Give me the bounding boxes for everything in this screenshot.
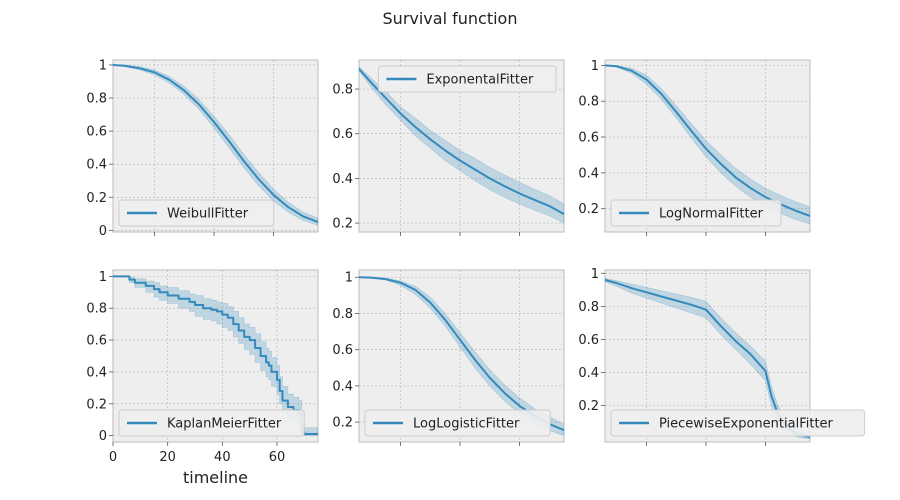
y-tick-label: 0.6 [578, 131, 599, 146]
legend-label: PiecewiseExponentialFitter [659, 417, 834, 432]
figure-title: Survival function [383, 9, 518, 28]
y-tick-label: 1 [99, 270, 107, 285]
legend-label: ExponentalFitter [426, 73, 534, 88]
y-tick-label: 1 [345, 271, 353, 286]
legend-box [610, 199, 782, 227]
survival-line [359, 68, 564, 215]
y-tick-label: 0.8 [86, 302, 107, 317]
x-tick-label: 20 [159, 450, 176, 465]
y-tick-label: 0.2 [578, 399, 599, 414]
y-tick-label: 0.2 [332, 217, 353, 232]
y-tick-label: 0.2 [332, 416, 353, 431]
y-tick-label: 0.8 [86, 92, 107, 107]
y-tick-label: 1 [99, 58, 107, 73]
y-tick-label: 0.4 [332, 172, 353, 187]
subplot-2: 0.2 0.4 0.6 0.8 ExponentalFitter [332, 59, 565, 236]
y-tick-label: 0.6 [578, 333, 599, 348]
y-tick-label: 0 [99, 224, 107, 239]
legend: LogNormalFitter [610, 199, 782, 227]
confidence-band [359, 66, 564, 224]
x-tick-label: 40 [214, 450, 231, 465]
y-tick-label: 0.2 [578, 202, 599, 217]
y-tick-label: 0.6 [86, 125, 107, 140]
y-tick-label: 0.4 [578, 166, 599, 181]
y-tick-label: 0.8 [578, 95, 599, 110]
legend-box [377, 65, 557, 93]
y-tick-label: 0.8 [332, 83, 353, 98]
legend-label: KaplanMeierFitter [167, 417, 282, 432]
confidence-band [113, 64, 318, 226]
legend-label: LogLogisticFitter [413, 417, 520, 432]
survival-line [113, 275, 318, 435]
y-tick-label: 0.8 [578, 300, 599, 315]
legend: ExponentalFitter [377, 65, 557, 93]
subplot-1: 0 0.2 0.4 0.6 0.8 1 WeibullFitter [86, 58, 319, 239]
subplot-5: 0.2 0.4 0.6 0.8 1 LogLogisticFitter [332, 269, 565, 446]
legend-box [364, 409, 551, 437]
series-layer [113, 64, 318, 226]
y-tick-label: 0.4 [86, 158, 107, 173]
y-tick-label: 0.4 [86, 365, 107, 380]
y-tick-label: 0.6 [332, 127, 353, 142]
survival-line [113, 64, 318, 224]
x-tick-label: 0 [109, 450, 117, 465]
legend-label: WeibullFitter [167, 207, 249, 222]
legend: WeibullFitter [118, 199, 275, 227]
y-tick-label: 0.6 [332, 343, 353, 358]
confidence-band [605, 65, 810, 225]
x-tick-label: 60 [269, 450, 286, 465]
y-tick-label: 0.8 [332, 307, 353, 322]
y-tick-label: 0.4 [332, 379, 353, 394]
legend-box [118, 199, 275, 227]
y-tick-label: 0.2 [86, 191, 107, 206]
legend-box [610, 409, 866, 437]
y-tick-label: 0.6 [86, 334, 107, 349]
legend-box [118, 409, 305, 437]
y-tick-label: 0 [99, 429, 107, 444]
subplot-6: 0.2 0.4 0.6 0.8 1 PiecewiseExponentialFitter [578, 267, 866, 446]
legend: PiecewiseExponentialFitter [610, 409, 866, 437]
subplot-3: 0.2 0.4 0.6 0.8 1 LogNormalFitter [578, 59, 811, 236]
subplot-grid: 0 0.2 0.4 0.6 0.8 1 WeibullFitter 0.2 0.4 0.6 0.8 E… [86, 58, 866, 487]
y-tick-label: 0.2 [86, 397, 107, 412]
subplot-4: 0 0.2 0.4 0.6 0.8 1 0 20 40 60 KaplanMeierFitter ti… [86, 269, 319, 487]
confidence-band [359, 276, 564, 437]
legend-label: LogNormalFitter [659, 207, 764, 222]
y-tick-label: 0.4 [578, 366, 599, 381]
series-layer [359, 66, 564, 224]
y-tick-label: 1 [591, 59, 599, 74]
y-tick-label: 1 [591, 267, 599, 282]
legend: LogLogisticFitter [364, 409, 551, 437]
x-axis-label: timeline [183, 468, 248, 487]
legend: KaplanMeierFitter [118, 409, 305, 437]
